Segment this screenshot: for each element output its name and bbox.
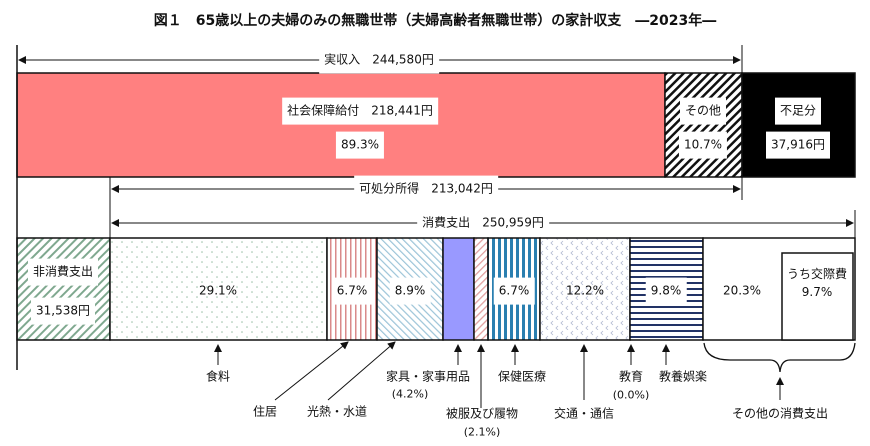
clothing-percent: (2.1%) xyxy=(463,425,501,439)
social-expenses-label: うち交際費 9.7% xyxy=(782,263,852,303)
shortfall-value: 37,916円 xyxy=(766,131,830,159)
medical-name: 保健医療 xyxy=(497,369,547,384)
social-security-percent: 89.3% xyxy=(335,131,385,159)
bar-other-income xyxy=(664,72,743,178)
disposable-label: 可処分所得 213,042円 xyxy=(354,175,498,203)
social-expenses-percent: 9.7% xyxy=(801,285,833,299)
clothing-name: 被服及び履物 xyxy=(445,406,519,421)
shortfall-name: 不足分 xyxy=(774,97,822,125)
brace xyxy=(703,342,856,373)
social-security-name: 社会保障給付 xyxy=(287,103,360,118)
bar-shortfall xyxy=(741,72,856,178)
food-name: 食料 xyxy=(205,369,231,384)
income-value: 244,580円 xyxy=(372,52,434,67)
transport-name: 交通・通信 xyxy=(553,406,615,421)
social-security-value: 218,441円 xyxy=(371,103,433,118)
bar-furniture xyxy=(442,237,475,341)
education-percent: (0.0%) xyxy=(612,388,650,402)
recreation-percent: 9.8% xyxy=(645,277,687,305)
non-consumption-value: 31,538円 xyxy=(31,297,95,325)
income-label: 実収入 244,580円 xyxy=(319,46,439,74)
utilities-name: 光熱・水道 xyxy=(306,404,368,419)
food-percent: 29.1% xyxy=(198,283,238,298)
housing-name: 住居 xyxy=(252,404,278,419)
bar-food xyxy=(109,237,328,341)
bar-non-consumption xyxy=(16,237,111,341)
utilities-percent: 8.9% xyxy=(389,277,431,305)
income-name: 実収入 xyxy=(324,52,361,67)
bar-social-security xyxy=(16,72,666,178)
education-name: 教育 xyxy=(618,369,644,384)
other-income-percent: 10.7% xyxy=(678,131,728,159)
bar-transport xyxy=(539,237,631,341)
furniture-percent: (4.2%) xyxy=(391,387,429,401)
consumption-label: 消費支出 250,959円 xyxy=(417,209,549,237)
housing-percent: 6.7% xyxy=(331,277,373,305)
consumption-value: 250,959円 xyxy=(482,215,544,230)
social-expenses-name: うち交際費 xyxy=(786,267,848,281)
other-consumption-name: その他の消費支出 xyxy=(731,406,829,421)
bar-clothing xyxy=(473,237,489,341)
bar-social-expenses xyxy=(781,252,854,341)
medical-percent: 6.7% xyxy=(493,277,535,305)
transport-percent: 12.2% xyxy=(565,283,605,298)
consumption-name: 消費支出 xyxy=(422,215,471,230)
non-consumption-name: 非消費支出 xyxy=(27,258,99,286)
social-security-label: 社会保障給付 218,441円 xyxy=(282,97,438,125)
recreation-name: 教養娯楽 xyxy=(658,369,708,384)
furniture-name: 家具・家事用品 xyxy=(385,369,471,384)
chart-title: 図１ 65歳以上の夫婦のみの無職世帯（夫婦高齢者無職世帯）の家計収支 ―2023… xyxy=(153,13,717,29)
other-income-name: その他 xyxy=(679,97,727,125)
disposable-name: 可処分所得 xyxy=(359,181,420,196)
other-consumption-percent: 20.3% xyxy=(722,283,762,298)
disposable-value: 213,042円 xyxy=(431,181,493,196)
